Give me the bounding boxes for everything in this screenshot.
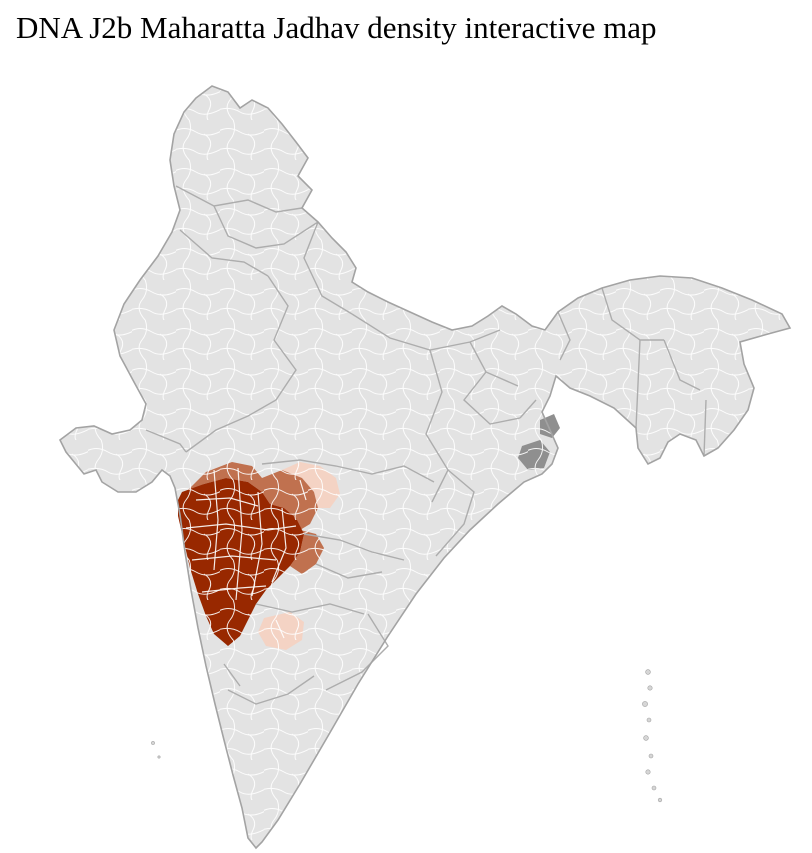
district-borders-overlay (60, 86, 790, 848)
state-borders (145, 185, 707, 705)
lakshadweep-islands (151, 741, 161, 759)
andaman-islands (642, 669, 663, 803)
highlight-district-borders (185, 467, 307, 639)
page-title: DNA J2b Maharatta Jadhav density interac… (16, 10, 657, 45)
